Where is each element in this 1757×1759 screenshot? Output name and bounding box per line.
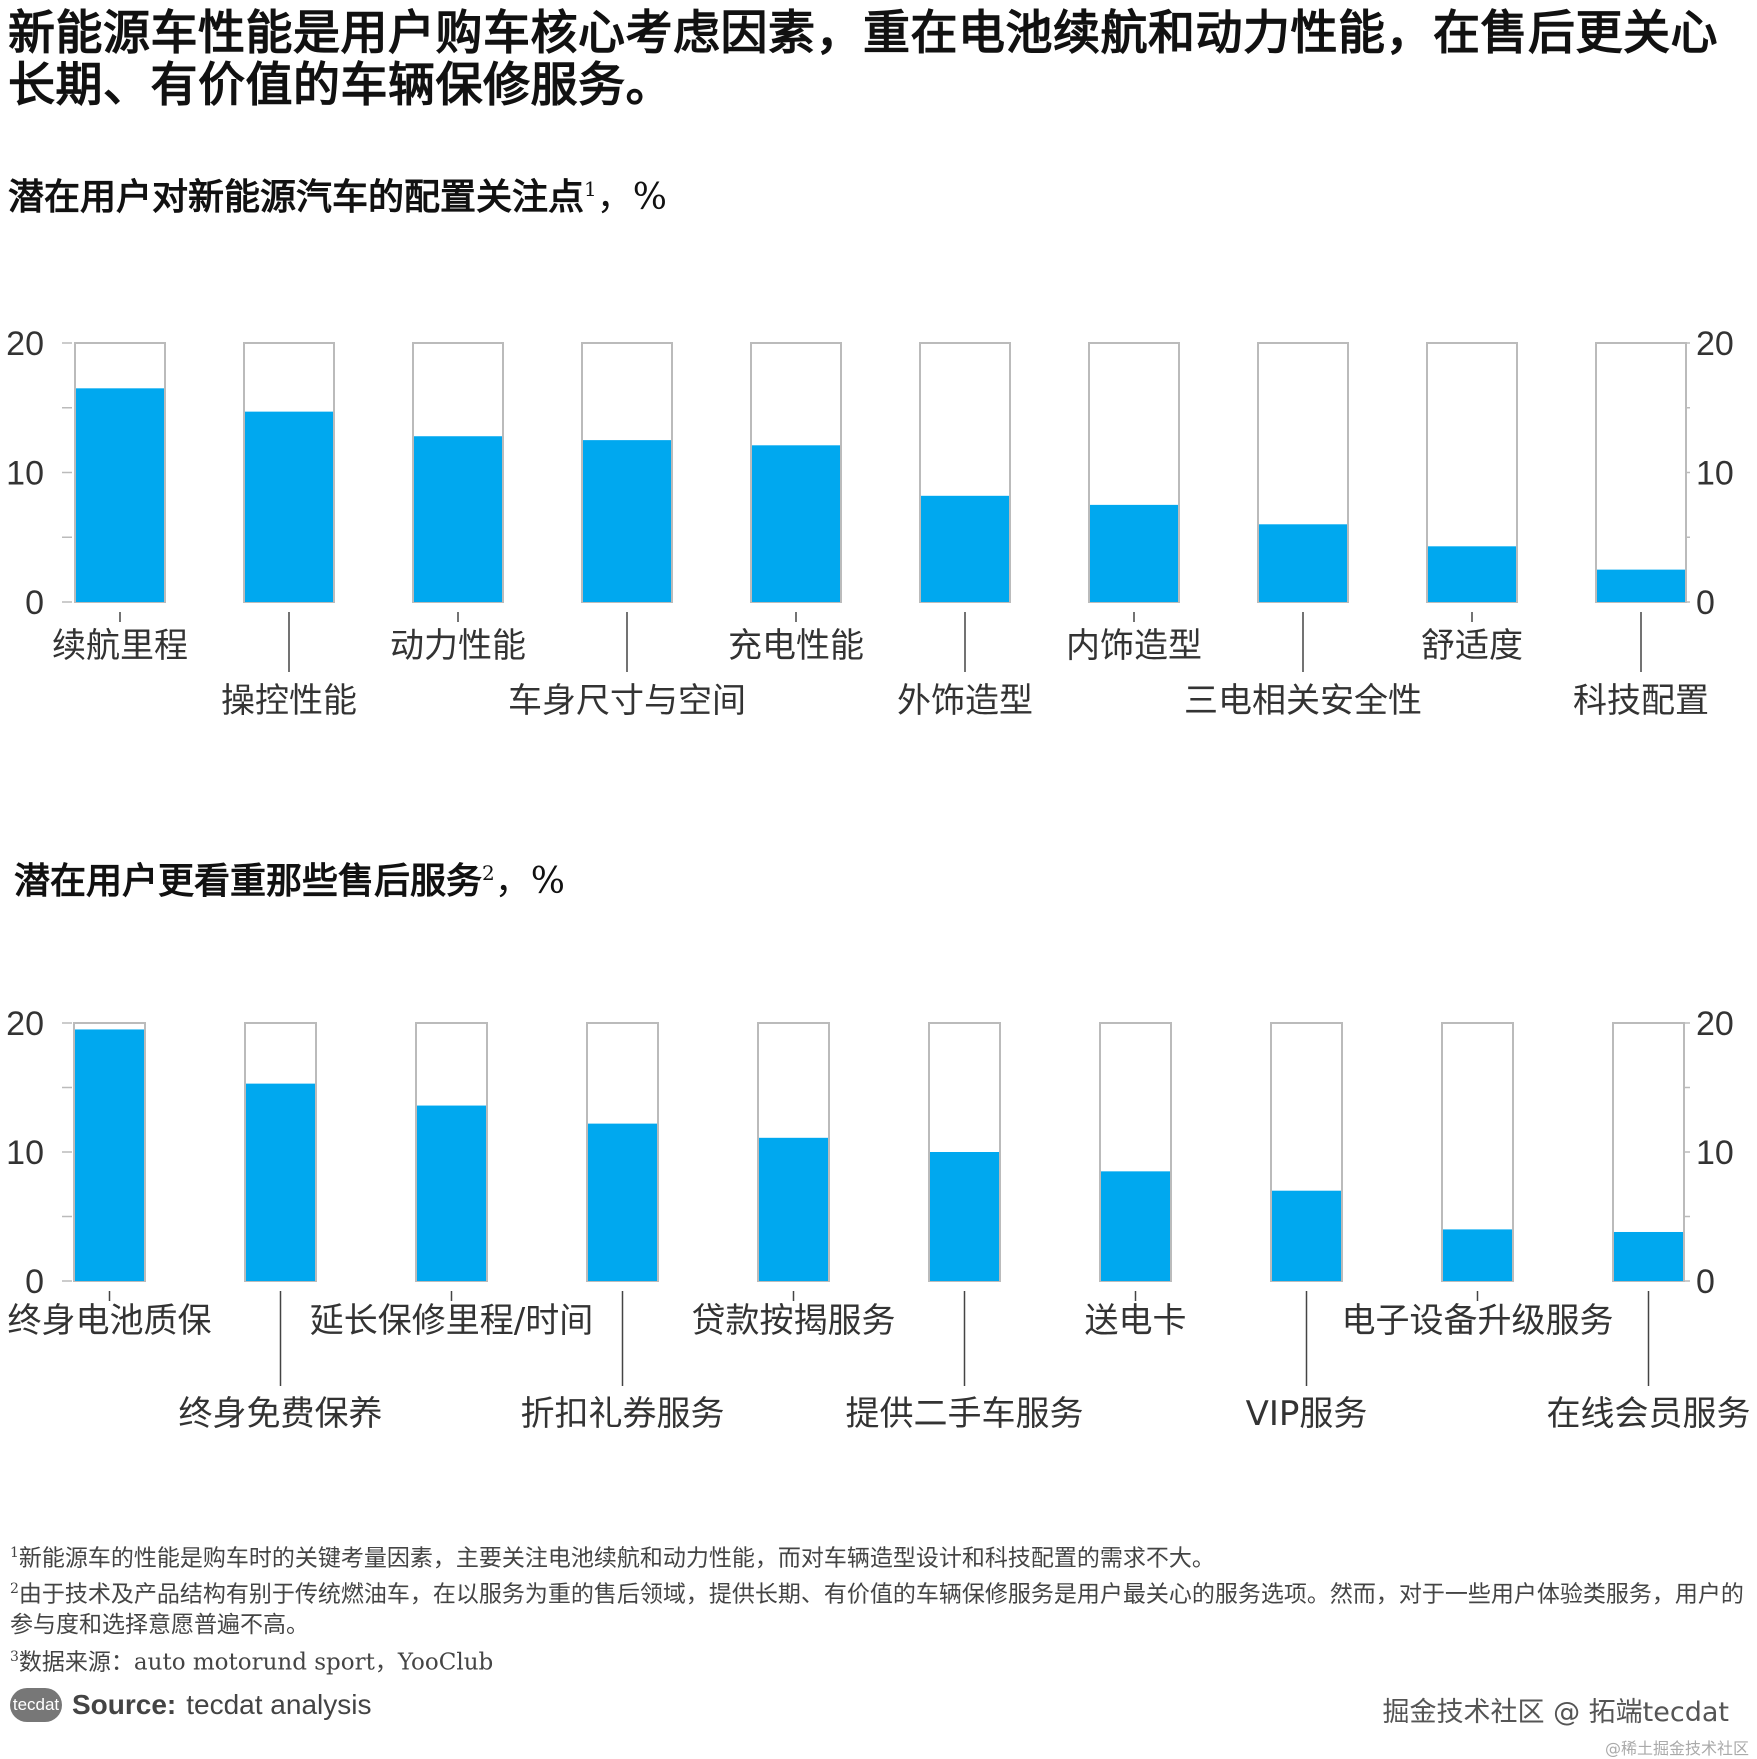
bar: [417, 1105, 486, 1281]
chart1-title: 潜在用户对新能源汽车的配置关注点1，%: [8, 176, 667, 218]
bar: [1428, 546, 1516, 602]
bar: [1443, 1229, 1512, 1281]
x-tick-label: 充电性能: [728, 626, 864, 666]
bar: [1272, 1190, 1341, 1281]
bar: [246, 1083, 315, 1281]
x-tick-label: 内饰造型: [1066, 626, 1202, 666]
x-tick-label: 在线会员服务: [1547, 1394, 1751, 1434]
source-text: tecdat analysis: [186, 1689, 372, 1720]
bar: [1614, 1231, 1683, 1281]
x-tick-label: 提供二手车服务: [846, 1394, 1084, 1434]
bar: [583, 440, 671, 602]
bar: [752, 445, 840, 602]
x-tick-label: 科技配置: [1573, 681, 1709, 721]
right-y-tick-label: 0: [1696, 584, 1715, 622]
tecdat-logo: tecdat: [10, 1688, 62, 1722]
source-line: tecdat Source: tecdat analysis: [10, 1688, 371, 1722]
footnote-2: 2由于技术及产品结构有别于传统燃油车，在以服务为重的售后领域，提供长期、有价值的…: [10, 1581, 1744, 1638]
x-tick-label: VIP服务: [1246, 1394, 1368, 1434]
x-tick-label: 续航里程: [52, 626, 188, 666]
bar: [1597, 569, 1685, 602]
x-tick-label: 外饰造型: [897, 681, 1033, 721]
bar: [414, 436, 502, 602]
bar-frame: [1595, 342, 1687, 603]
source-label: Source:: [72, 1689, 177, 1720]
left-y-tick-label: 0: [25, 584, 44, 622]
bar: [759, 1137, 828, 1281]
x-tick-label: 舒适度: [1421, 626, 1523, 666]
x-tick-label: 折扣礼券服务: [521, 1394, 725, 1434]
x-tick-label: 三电相关安全性: [1184, 681, 1422, 721]
watermark: 掘金技术社区 @ 拓端tecdat: [1382, 1697, 1729, 1728]
chart2-title: 潜在用户更看重那些售后服务2，%: [14, 860, 565, 902]
right-y-tick-label: 20: [1696, 1005, 1734, 1043]
right-y-tick-label: 10: [1696, 1134, 1734, 1172]
left-y-tick-label: 10: [6, 455, 44, 493]
x-tick-label: 贷款按揭服务: [692, 1301, 896, 1341]
x-tick-label: 操控性能: [221, 681, 357, 721]
bar: [76, 388, 164, 602]
bar: [921, 495, 1009, 602]
left-y-tick-label: 20: [6, 325, 44, 363]
bar: [1259, 524, 1347, 602]
bar: [930, 1152, 999, 1281]
bar: [245, 411, 333, 602]
bar: [75, 1029, 144, 1281]
footnote-1: 1新能源车的性能是购车时的关键考量因素，主要关注电池续航和动力性能，而对车辆造型…: [10, 1545, 1215, 1572]
bar: [1101, 1171, 1170, 1281]
page-title: 新能源车性能是用户购车核心考虑因素，重在电池续航和动力性能，在售后更关心长期、有…: [8, 6, 1718, 113]
x-tick-label: 延长保修里程/时间: [310, 1301, 593, 1341]
footnote-3: 3数据来源：auto motorund sport，YooClub: [10, 1649, 494, 1676]
x-tick-label: 电子设备升级服务: [1342, 1301, 1614, 1341]
right-y-tick-label: 20: [1696, 325, 1734, 363]
x-tick-label: 终身免费保养: [179, 1394, 383, 1434]
bar: [1090, 504, 1178, 602]
watermark-small: @稀土掘金技术社区: [1604, 1739, 1749, 1758]
bar: [588, 1123, 657, 1281]
right-y-tick-label: 0: [1696, 1263, 1715, 1301]
x-tick-label: 终身电池质保: [8, 1301, 212, 1341]
left-y-tick-label: 20: [6, 1005, 44, 1043]
x-tick-label: 送电卡: [1085, 1301, 1187, 1341]
left-y-tick-label: 10: [6, 1134, 44, 1172]
left-y-tick-label: 0: [25, 1263, 44, 1301]
x-tick-label: 车身尺寸与空间: [508, 681, 746, 721]
right-y-tick-label: 10: [1696, 455, 1734, 493]
x-tick-label: 动力性能: [390, 626, 526, 666]
